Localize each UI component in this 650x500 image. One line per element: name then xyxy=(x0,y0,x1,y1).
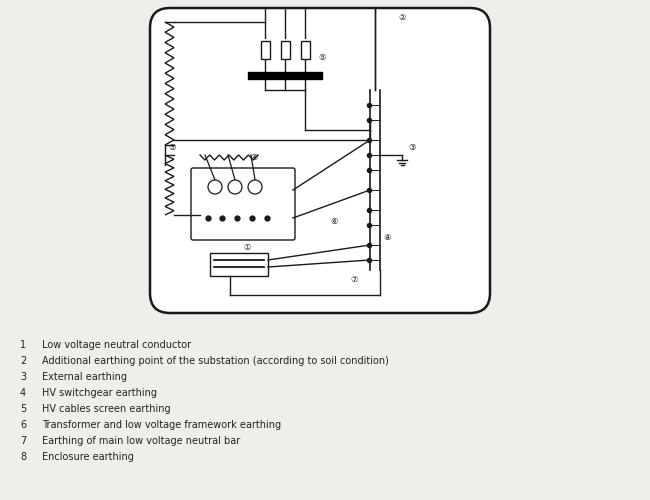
Text: Transformer and low voltage framework earthing: Transformer and low voltage framework ea… xyxy=(42,420,281,430)
Circle shape xyxy=(228,180,242,194)
FancyBboxPatch shape xyxy=(150,8,490,313)
Text: External earthing: External earthing xyxy=(42,372,127,382)
Text: 1: 1 xyxy=(20,340,26,350)
Text: ⑦: ⑦ xyxy=(350,276,358,284)
Text: 6: 6 xyxy=(20,420,26,430)
Text: ⑤: ⑤ xyxy=(318,54,326,62)
Text: HV switchgear earthing: HV switchgear earthing xyxy=(42,388,157,398)
Bar xyxy=(300,41,309,59)
Text: Earthing of main low voltage neutral bar: Earthing of main low voltage neutral bar xyxy=(42,436,240,446)
Text: ③: ③ xyxy=(408,144,415,152)
FancyBboxPatch shape xyxy=(191,168,295,240)
Circle shape xyxy=(208,180,222,194)
Text: Additional earthing point of the substation (according to soil condition): Additional earthing point of the substat… xyxy=(42,356,389,366)
Text: ④: ④ xyxy=(250,154,257,162)
Text: 5: 5 xyxy=(20,404,26,414)
Text: 8: 8 xyxy=(20,452,26,462)
Text: ⑥: ⑥ xyxy=(330,218,337,226)
Text: 7: 7 xyxy=(20,436,26,446)
Text: ②: ② xyxy=(398,14,406,22)
Text: ⑤: ⑤ xyxy=(168,144,176,152)
Circle shape xyxy=(248,180,262,194)
Text: 2: 2 xyxy=(20,356,26,366)
Bar xyxy=(210,253,268,276)
Text: ⑧: ⑧ xyxy=(383,234,391,242)
Bar xyxy=(281,41,289,59)
Text: ①: ① xyxy=(243,242,250,252)
Text: 3: 3 xyxy=(20,372,26,382)
Text: HV cables screen earthing: HV cables screen earthing xyxy=(42,404,170,414)
Text: 4: 4 xyxy=(20,388,26,398)
Text: Enclosure earthing: Enclosure earthing xyxy=(42,452,134,462)
Bar xyxy=(261,41,270,59)
Text: Low voltage neutral conductor: Low voltage neutral conductor xyxy=(42,340,191,350)
